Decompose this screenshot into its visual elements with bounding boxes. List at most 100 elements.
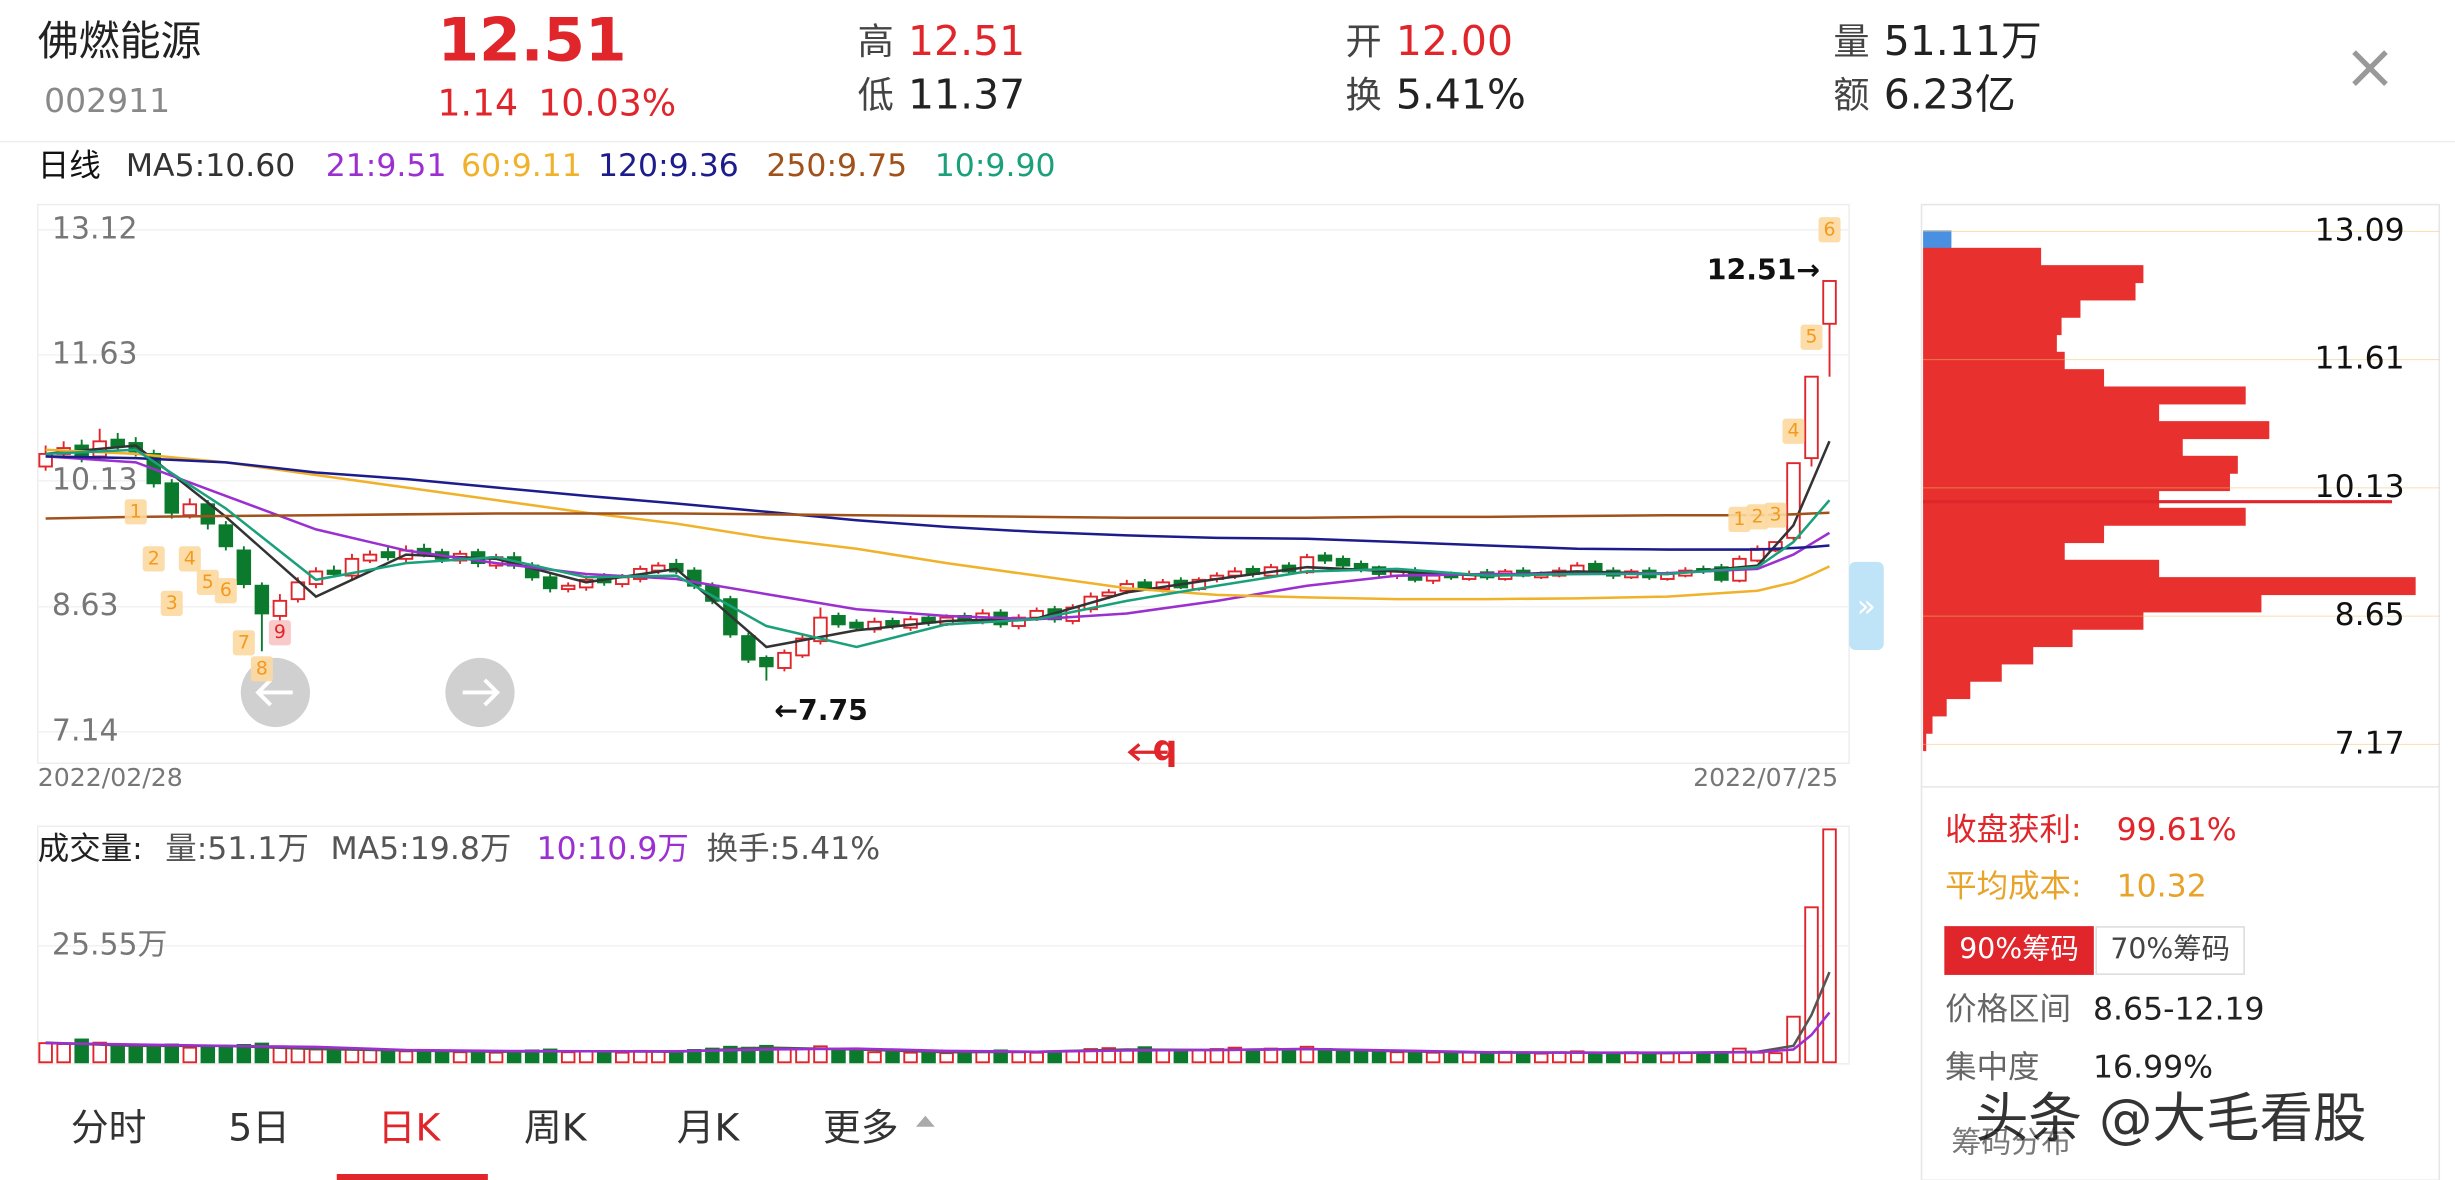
badge-label: 1: [130, 500, 142, 522]
volume-bar: [867, 1051, 882, 1064]
legend-entry: MA5:10.60: [126, 148, 295, 184]
stat-label: 高: [858, 20, 894, 63]
volume-bar: [1227, 1046, 1243, 1064]
next-button[interactable]: [445, 657, 515, 728]
volume-bar: [1533, 1052, 1549, 1064]
candle-body: [1588, 562, 1603, 573]
volume-bar: [1515, 1052, 1531, 1064]
chip-frame: [1920, 203, 2441, 1180]
chip-bar: [1923, 525, 2105, 544]
badge: [250, 656, 273, 682]
volume-bar: [308, 1048, 324, 1064]
x-tick-label: 2022/02/28: [38, 763, 183, 792]
candle-body: [1822, 280, 1837, 325]
expand-tab[interactable]: [1849, 561, 1884, 650]
volume-bar: [813, 1045, 828, 1064]
legend-entry: 120:9.36: [598, 148, 739, 184]
volume-label: 换手:5.41%: [707, 831, 881, 867]
volume-bar: [1191, 1049, 1207, 1064]
volume-bar: [939, 1052, 954, 1064]
badge: [268, 620, 291, 646]
close-button[interactable]: ×: [2344, 30, 2397, 103]
candle-body: [542, 576, 558, 590]
volume-bar: [1696, 1052, 1711, 1064]
volume-bar: [1371, 1050, 1387, 1064]
stat-label: 低: [858, 74, 894, 117]
volume-bar: [885, 1050, 900, 1064]
volume-bar: [1425, 1051, 1441, 1064]
cost-label: 平均成本:: [1945, 869, 2081, 905]
volume-bar: [110, 1044, 125, 1064]
ma-line: [45, 448, 1831, 649]
chip-bar: [1923, 247, 2042, 266]
chip-bar: [1923, 386, 2246, 405]
volume-bar: [344, 1048, 360, 1064]
chip-bar: [1923, 317, 2062, 336]
badge: [178, 546, 201, 572]
candle-body: [110, 438, 125, 447]
volume-bar: [1317, 1048, 1333, 1064]
legend-entry: 250:9.75: [766, 148, 907, 184]
volume-bar: [1461, 1051, 1477, 1064]
candle-body: [254, 584, 270, 615]
y-tick-label: 13.09: [2315, 212, 2405, 248]
stat-value: 11.37: [908, 71, 1025, 119]
volume-bar: [1155, 1049, 1171, 1064]
chip-bar: [1923, 265, 2144, 284]
y-tick-label: 7.14: [52, 713, 119, 748]
tab[interactable]: 5日: [228, 1105, 290, 1149]
tab[interactable]: 月K: [677, 1105, 741, 1149]
chip-bar: [1923, 403, 2160, 422]
candle-body: [759, 656, 774, 668]
candle-body: [741, 635, 756, 661]
chip-button[interactable]: [2095, 926, 2245, 975]
volume-bar: [1281, 1049, 1297, 1064]
candle-body: [182, 503, 198, 517]
chip-button-label[interactable]: 70%筹码: [2110, 933, 2230, 966]
badge: [1782, 418, 1805, 444]
profit-label: 收盘获利:: [1945, 812, 2081, 848]
volume-bar: [1335, 1049, 1351, 1064]
y-tick-label: 25.55万: [52, 927, 167, 962]
badge: [232, 630, 255, 656]
stat-label: 开: [1346, 20, 1382, 63]
volume-bar: [669, 1051, 684, 1064]
volume-bar: [1642, 1052, 1657, 1064]
y-tick-label: 11.63: [52, 336, 138, 371]
badge: [1818, 217, 1841, 243]
more-caret: [915, 1115, 935, 1127]
expand-icon[interactable]: »: [1857, 588, 1876, 624]
volume-bar: [218, 1044, 234, 1064]
tab[interactable]: 日K: [378, 1105, 442, 1149]
badge-label: 2: [148, 547, 160, 569]
conc-value: 16.99%: [2093, 1050, 2213, 1086]
tab[interactable]: 更多: [823, 1105, 899, 1149]
badge: [1728, 506, 1751, 532]
volume-bar: [560, 1051, 576, 1064]
tab[interactable]: 周K: [524, 1105, 588, 1149]
stock-code: 002911: [44, 81, 170, 120]
chip-bar: [1923, 646, 2034, 665]
y-tick-label: 7.17: [2335, 725, 2405, 761]
candle-body: [326, 569, 342, 575]
volume-bar: [1822, 828, 1837, 1064]
volume-ma-line: [45, 1011, 1831, 1054]
candle-body: [380, 551, 396, 559]
stat-label: 量: [1833, 20, 1869, 63]
tab-underline: [336, 1174, 488, 1180]
tab[interactable]: 分时: [71, 1105, 147, 1149]
candle-body: [560, 584, 576, 591]
chip-button[interactable]: [1944, 926, 2094, 975]
stock-name: 佛燃能源: [38, 17, 202, 65]
volume-bar: [434, 1050, 450, 1064]
annotation: 12.51→: [1707, 254, 1820, 287]
annotation: q: [1153, 729, 1178, 769]
chip-bar: [1923, 369, 2105, 388]
change: 1.14: [437, 81, 518, 124]
volume-bar: [1570, 1050, 1585, 1064]
badge-label: 8: [256, 657, 268, 679]
volume-bar: [1173, 1050, 1189, 1064]
candle-body: [164, 482, 180, 514]
chip-button-label[interactable]: 90%筹码: [1959, 933, 2079, 966]
volume-bar: [849, 1050, 864, 1064]
